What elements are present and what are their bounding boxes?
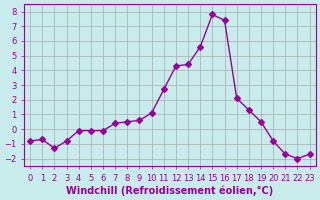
X-axis label: Windchill (Refroidissement éolien,°C): Windchill (Refroidissement éolien,°C) [66,185,274,196]
